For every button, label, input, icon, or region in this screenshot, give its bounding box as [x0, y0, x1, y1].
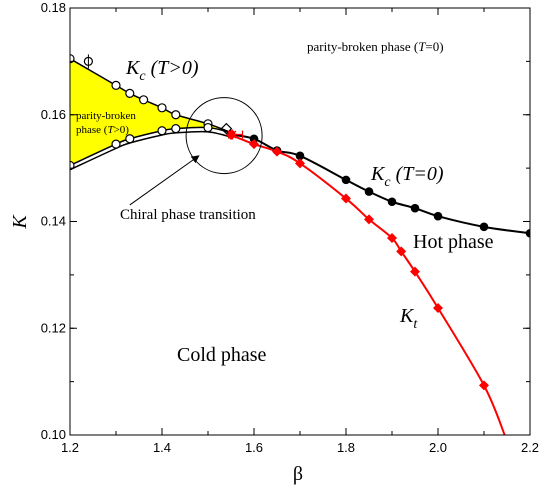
kc-tpos-marker [203, 122, 213, 133]
kc-tpos-marker [171, 124, 181, 134]
kc-tpos-marker [70, 160, 75, 171]
kt-marker [396, 246, 407, 257]
x-axis-title: β [293, 463, 303, 485]
chiral-critical-markers [220, 122, 244, 140]
chiral-transition-label: Chiral phase transition [120, 207, 256, 223]
y-axis-title: K [9, 214, 31, 230]
x-tick-label: 2.0 [429, 440, 447, 455]
kc-tpos-marker [157, 103, 167, 113]
kc-t0-marker [525, 228, 530, 238]
kc-tpos-marker [70, 54, 75, 64]
kc-t0-marker [410, 203, 420, 213]
chiral-transition-arrow [129, 155, 200, 206]
kt-marker [387, 233, 397, 244]
kc-tpos-label: Kc (T>0) [125, 57, 199, 84]
kt-marker [479, 380, 489, 391]
axis-ticks [69, 7, 531, 436]
kc-t0-marker [249, 134, 259, 144]
hot-phase-label: Hot phase [413, 231, 494, 253]
parity-broken-region-label-1: parity-broken [76, 110, 136, 122]
parity-broken-t0-label: parity-broken phase (T=0) [307, 39, 444, 54]
open-diamond-marker [220, 122, 233, 135]
kt-curve [230, 134, 506, 435]
kc-tpos-marker [171, 110, 181, 120]
kt-marker [433, 302, 443, 313]
kc-tpos-marker [125, 88, 135, 99]
kc-t0-label: Kc (T=0) [370, 163, 444, 190]
error-bar-marker [228, 130, 244, 139]
y-tick-label: 0.16 [41, 107, 66, 122]
kc-tpos-marker [111, 139, 121, 149]
kt-marker [341, 193, 351, 204]
kt-label: Kt [399, 305, 418, 332]
y-tick-label: 0.10 [41, 427, 66, 442]
kc-t0-marker [387, 197, 397, 207]
x-tick-label: 1.6 [245, 440, 263, 455]
kc-t0-marker [295, 151, 305, 161]
y-tick-label: 0.18 [41, 0, 66, 15]
x-tick-label: 1.4 [153, 440, 171, 455]
kc-tpos-marker [111, 80, 121, 90]
kc-tpos-marker [125, 134, 135, 144]
y-tick-label: 0.14 [41, 214, 66, 229]
x-tick-label: 1.2 [61, 440, 79, 455]
kt-marker [295, 158, 305, 169]
kc-tpos-marker [139, 95, 149, 105]
chiral-transition-circle [185, 97, 263, 175]
x-tick-label: 1.8 [337, 440, 355, 455]
kt-marker [249, 139, 259, 150]
cold-phase-label: Cold phase [177, 344, 267, 366]
kc-t0-marker [341, 175, 351, 185]
kc-t0-marker [364, 187, 374, 196]
kt-marker [410, 266, 420, 277]
x-tick-label: 2.2 [521, 440, 539, 455]
kc-t0-marker [479, 222, 489, 232]
kc-tpos-marker [157, 126, 167, 136]
kt-marker [272, 146, 282, 157]
kt-marker [364, 214, 374, 225]
y-tick-label: 0.12 [41, 320, 66, 335]
parity-broken-region-label-2: phase (T>0) [76, 124, 129, 136]
parity-broken-region [70, 58, 234, 166]
kc-t0-marker [433, 211, 443, 221]
